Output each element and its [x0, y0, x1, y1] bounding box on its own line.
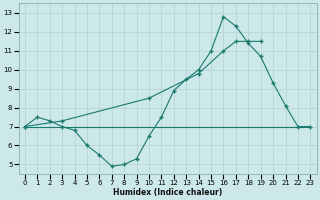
X-axis label: Humidex (Indice chaleur): Humidex (Indice chaleur) — [113, 188, 222, 197]
